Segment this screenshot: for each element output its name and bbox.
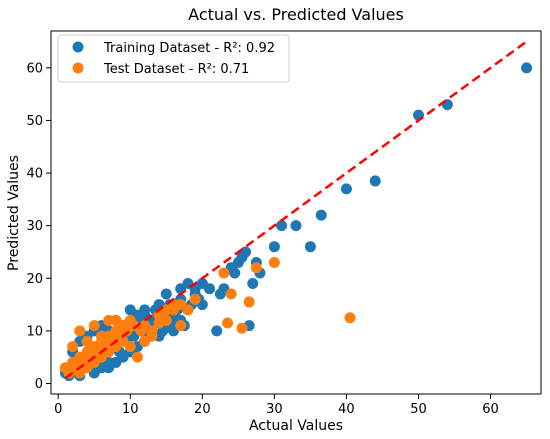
training-point <box>204 283 216 295</box>
test-point <box>344 312 356 324</box>
legend-marker-test <box>72 62 84 74</box>
y-tick-label: 0 <box>35 377 43 392</box>
legend: Training Dataset - R²: 0.92 Test Dataset… <box>57 34 290 83</box>
training-point <box>521 62 533 74</box>
test-point <box>218 267 230 279</box>
legend-label-training: Training Dataset - R²: 0.92 <box>103 41 275 56</box>
x-tick-label: 10 <box>122 402 139 417</box>
x-tick-label: 30 <box>266 402 283 417</box>
ideal-fit-line <box>64 40 528 380</box>
test-point <box>95 330 107 342</box>
x-tick-label: 60 <box>482 402 499 417</box>
test-point <box>250 262 262 274</box>
plot-area <box>50 30 542 395</box>
y-tick-label: 20 <box>26 272 43 287</box>
x-tick-label: 50 <box>410 402 427 417</box>
test-point <box>182 304 194 316</box>
test-point <box>160 304 172 316</box>
training-point <box>229 267 241 279</box>
test-point <box>153 317 165 329</box>
training-point <box>139 304 151 316</box>
training-point <box>276 220 288 232</box>
training-point <box>315 209 327 221</box>
y-tick-label: 50 <box>26 114 43 129</box>
y-tick-label: 40 <box>26 167 43 182</box>
training-point <box>290 220 302 232</box>
legend-marker-training <box>72 41 84 53</box>
legend-label-test: Test Dataset - R²: 0.71 <box>103 62 249 77</box>
test-point <box>268 256 280 268</box>
test-point <box>175 320 187 332</box>
y-tick-label: 10 <box>26 324 43 339</box>
test-point <box>103 314 115 326</box>
x-tick-label: 0 <box>54 402 62 417</box>
training-point <box>247 278 259 290</box>
x-tick-label: 40 <box>338 402 355 417</box>
legend-box <box>57 34 290 83</box>
training-point <box>117 351 129 363</box>
y-axis: 0 10 20 30 40 50 60 <box>26 61 51 392</box>
test-series <box>59 256 356 379</box>
x-axis: 0 10 20 30 40 50 60 <box>54 394 499 417</box>
test-point <box>74 325 86 337</box>
test-point <box>124 341 136 353</box>
test-point <box>88 320 100 332</box>
x-tick-label: 20 <box>194 402 211 417</box>
test-point <box>189 293 201 305</box>
test-point <box>222 317 234 329</box>
y-axis-label: Predicted Values <box>6 155 22 271</box>
test-point <box>225 288 237 300</box>
y-tick-label: 30 <box>26 219 43 234</box>
training-point <box>304 241 316 253</box>
training-point <box>211 325 223 337</box>
test-point <box>146 330 158 342</box>
training-point <box>340 183 352 195</box>
training-point <box>160 288 172 300</box>
training-point <box>268 241 280 253</box>
plot-frame <box>50 30 542 395</box>
training-point <box>240 246 252 258</box>
chart-title: Actual vs. Predicted Values <box>188 5 404 24</box>
points-layer <box>59 62 533 382</box>
training-point <box>103 362 115 374</box>
test-point <box>243 296 255 308</box>
test-point <box>67 341 79 353</box>
training-point <box>369 175 381 187</box>
x-axis-label: Actual Values <box>249 418 343 434</box>
y-tick-label: 60 <box>26 61 43 76</box>
test-point <box>236 322 248 334</box>
test-point <box>81 335 93 347</box>
test-point <box>131 351 143 363</box>
